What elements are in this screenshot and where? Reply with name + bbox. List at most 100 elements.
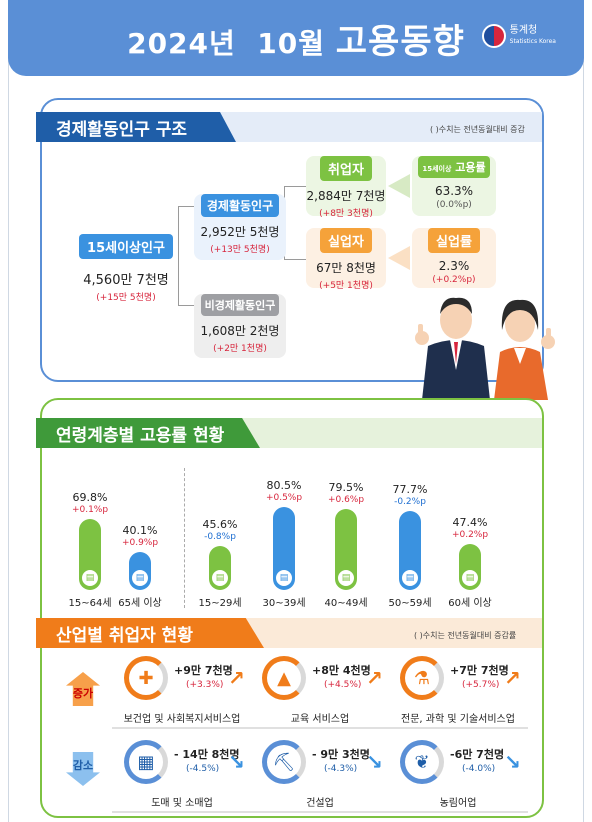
unemp-rate-label: 실업률: [428, 228, 480, 253]
header-banner: 2024년 10월 고용동향 통계청 Statistics Korea: [8, 0, 584, 76]
taegeuk-icon: [481, 24, 506, 48]
unemployed-change: (+5만 1천명): [319, 281, 373, 291]
title-year: 2024년: [127, 26, 236, 60]
document-icon: ▤: [274, 567, 294, 588]
age-bar-2: ▤: [209, 545, 231, 590]
trend-down-icon: ↘: [228, 750, 245, 774]
age-category-label: 15~64세: [68, 598, 112, 609]
industry-value: - 14만 8천명: [174, 748, 240, 761]
active-change: (+13만 5천명): [210, 245, 270, 255]
age-value-label: 79.5%: [328, 480, 364, 494]
age-change-label: +0.9%p: [121, 537, 159, 548]
age-value-label: 47.4%: [452, 515, 488, 529]
industry-rate: (+3.3%): [186, 680, 224, 690]
document-icon: ▤: [400, 567, 420, 588]
age-title: 연령계층별 고용률 현황: [36, 418, 260, 448]
industry-name: 전문, 과학 및 기술서비스업: [388, 710, 528, 729]
arrow-employed: [388, 174, 410, 198]
page-title: 2024년 10월 고용동향: [127, 14, 465, 63]
age-change-label: +0.5%p: [265, 493, 303, 504]
age-value-label: 69.8%: [72, 491, 108, 505]
age-change-label: -0.8%p: [204, 531, 236, 542]
unemp-rate-value: 2.3%: [438, 259, 470, 273]
connector-pop: [178, 206, 196, 306]
logo-kr: 통계청: [509, 25, 538, 36]
industry-value: +8만 4천명: [312, 664, 371, 677]
age-bar-5: ▤: [399, 510, 421, 590]
industry-rate: (+4.5%): [324, 680, 362, 690]
employed-value: 2,884만 7천명: [306, 189, 386, 203]
document-icon: ▤: [460, 567, 480, 588]
age-bar-3: ▤: [273, 507, 295, 590]
industry-rate: (-4.5%): [186, 764, 220, 774]
age-change-label: +0.1%p: [71, 505, 109, 516]
age-bar-0: ▤: [79, 519, 101, 590]
age-bar-1: ▤: [129, 551, 151, 590]
age-category-label: 15~29세: [198, 598, 242, 609]
inactive-value: 1,608만 2천명: [200, 324, 280, 338]
employed-label: 취업자: [320, 156, 372, 181]
trend-down-icon: ↘: [366, 750, 383, 774]
pop15-box: 15세이상인구 4,560만 7천명 (+15만 5천명): [74, 234, 178, 308]
age-bar-4: ▤: [335, 508, 357, 590]
document-icon: ▤: [336, 567, 356, 588]
industry-note: ( )수치는 전년동월대비 증감률: [414, 631, 517, 640]
structure-note: ( )수치는 전년동월대비 증감: [430, 125, 525, 134]
unemp-rate-change: (+0.2%p): [432, 275, 476, 285]
industry-title: 산업별 취업자 현황: [36, 618, 264, 648]
pop15-value: 4,560만 7천명: [83, 273, 169, 288]
age-category-label: 30~39세: [262, 598, 306, 609]
unemp-rate-box: 실업률 2.3% (+0.2%p): [412, 228, 496, 288]
title-main: 고용동향: [335, 21, 465, 62]
industry-name: 건설업: [250, 794, 390, 813]
active-label: 경제활동인구: [200, 194, 280, 217]
emp-rate-label: 15세이상 고용률: [418, 156, 490, 178]
title-month: 10월: [257, 26, 326, 60]
logo-en: Statistics Korea: [509, 38, 556, 45]
industry-name: 농림어업: [388, 794, 528, 813]
structure-title: 경제활동인구 구조: [36, 112, 236, 142]
age-value-label: 45.6%: [202, 517, 238, 531]
active-box: 경제활동인구 2,952만 5천명 (+13만 5천명): [194, 194, 286, 260]
industry-value: -6만 7천명: [450, 748, 505, 761]
document-icon: ▤: [130, 567, 150, 588]
industry-rate: (-4.0%): [462, 764, 496, 774]
woman-figure: [494, 299, 555, 400]
wheat-icon: ❦: [400, 740, 444, 784]
age-value-label: 80.5%: [266, 479, 302, 493]
trend-up-icon: ↗: [366, 666, 383, 690]
age-bar-6: ▤: [459, 543, 481, 590]
unemployed-label: 실업자: [320, 228, 372, 253]
age-category-label: 65세 이상: [118, 598, 162, 609]
arrow-unemployed: [388, 246, 410, 270]
industry-name: 교육 서비스업: [250, 710, 390, 729]
employed-box: 취업자 2,884만 7천명 (+8만 3천명): [306, 156, 386, 219]
workers-illustration: [415, 297, 555, 400]
inactive-box: 비경제활동인구 1,608만 2천명 (+2만 1천명): [194, 294, 286, 358]
trend-up-icon: ↗: [504, 666, 521, 690]
emp-rate-change: (0.0%p): [436, 200, 472, 210]
medical-bag-icon: ✚: [124, 656, 168, 700]
flask-icon: ⚗: [400, 656, 444, 700]
age-category-label: 50~59세: [388, 598, 432, 609]
age-value-label: 40.1%: [122, 523, 158, 537]
trend-down-icon: ↘: [504, 750, 521, 774]
inactive-label: 비경제활동인구: [200, 294, 280, 316]
industry-value: +9만 7천명: [174, 664, 233, 677]
document-icon: ▤: [80, 567, 100, 588]
age-value-label: 77.7%: [392, 482, 428, 496]
man-figure: [415, 297, 490, 400]
pop15-change: (+15만 5천명): [96, 293, 156, 303]
inactive-change: (+2만 1천명): [213, 344, 267, 354]
age-divider: [184, 468, 185, 608]
unemployed-value: 67만 8천명: [316, 261, 376, 275]
age-change-label: +0.6%p: [327, 494, 365, 505]
excavator-icon: ⛏: [262, 740, 306, 784]
industry-name: 도매 및 소매업: [112, 794, 252, 813]
industry-rate: (+5.7%): [462, 680, 500, 690]
industry-value: +7만 7천명: [450, 664, 509, 677]
age-change-label: +0.2%p: [451, 529, 489, 540]
emp-rate-box: 15세이상 고용률 63.3% (0.0%p): [412, 156, 496, 216]
age-category-label: 40~49세: [324, 598, 368, 609]
employed-change: (+8만 3천명): [319, 209, 373, 219]
